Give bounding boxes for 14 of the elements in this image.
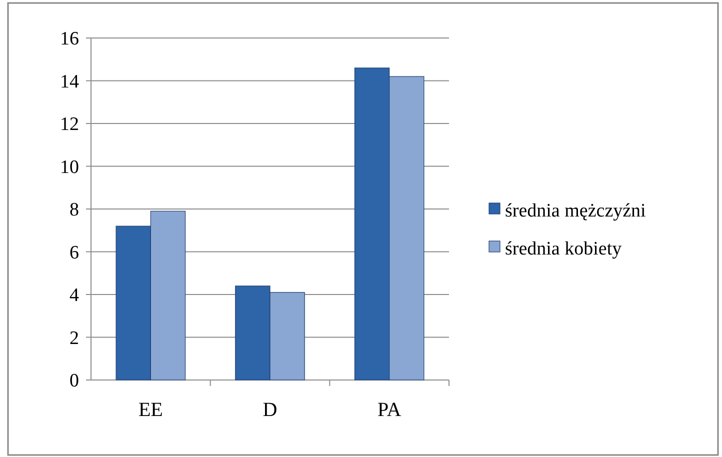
y-tick-label: 2 xyxy=(70,328,79,349)
y-tick-label: 16 xyxy=(60,28,79,50)
y-tick-label: 6 xyxy=(70,242,79,264)
y-tick-label: 0 xyxy=(70,370,79,392)
legend-label: średnia kobiety xyxy=(505,238,622,260)
y-tick-label: 8 xyxy=(70,200,79,221)
y-tick-label: 12 xyxy=(60,114,79,136)
y-tick-label: 10 xyxy=(60,156,79,178)
x-tick-label: D xyxy=(262,399,278,421)
legend-label: średnia mężczyźni xyxy=(505,200,646,222)
x-tick-label: EE xyxy=(138,399,163,421)
x-tick-label: PA xyxy=(377,399,402,421)
y-tick-label: 14 xyxy=(60,71,80,92)
y-tick-label: 4 xyxy=(70,285,80,306)
